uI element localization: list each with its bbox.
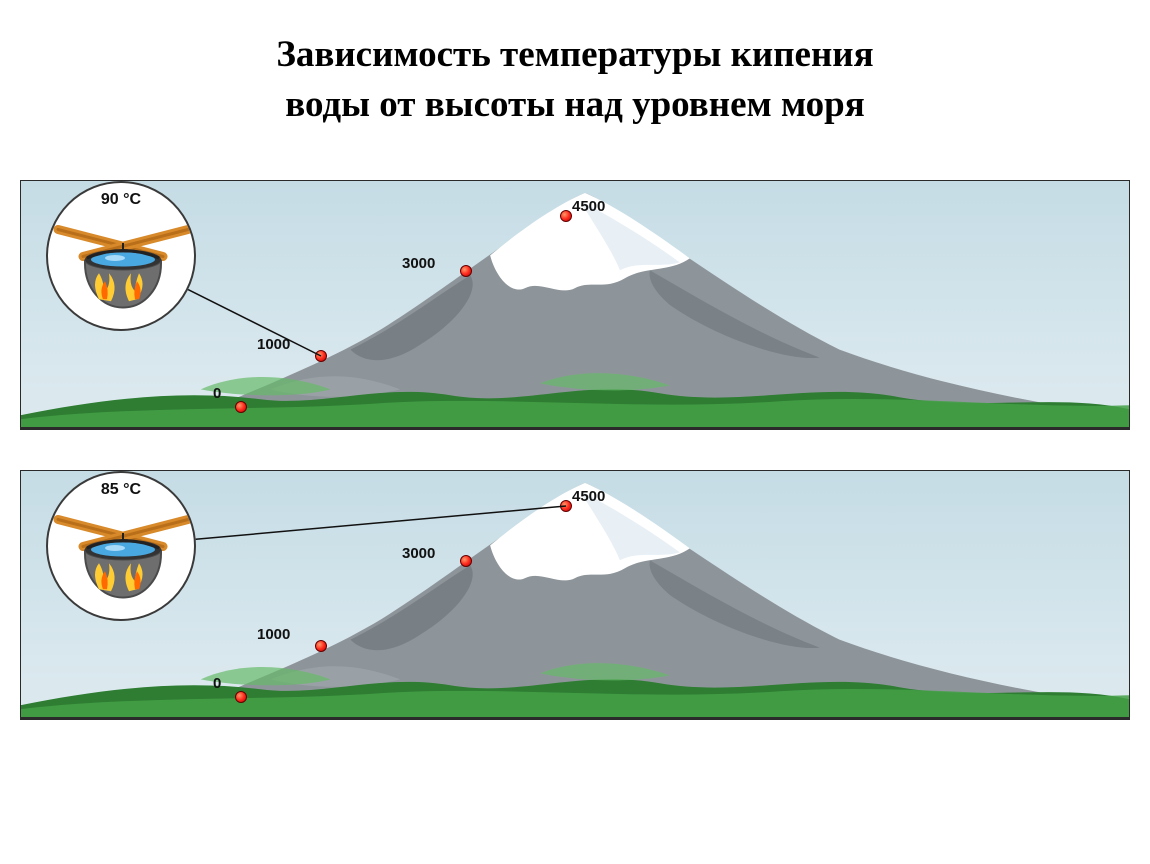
campfire-pot [48, 473, 196, 621]
pot-illustration-wrap [48, 473, 196, 621]
panels-container: 010003000450090 °C 010003000450085 °C [0, 180, 1150, 720]
page-title: Зависимость температуры кипения воды от … [0, 0, 1150, 140]
temperature-callout: 85 °C [46, 471, 196, 621]
title-line-2: воды от высоты над уровнем моря [40, 80, 1110, 130]
pot-illustration-wrap [48, 183, 196, 331]
panel-1: 010003000450090 °C [20, 180, 1130, 430]
temperature-callout: 90 °C [46, 181, 196, 331]
campfire-pot [48, 183, 196, 331]
panel-2: 010003000450085 °C [20, 470, 1130, 720]
title-line-1: Зависимость температуры кипения [40, 30, 1110, 80]
